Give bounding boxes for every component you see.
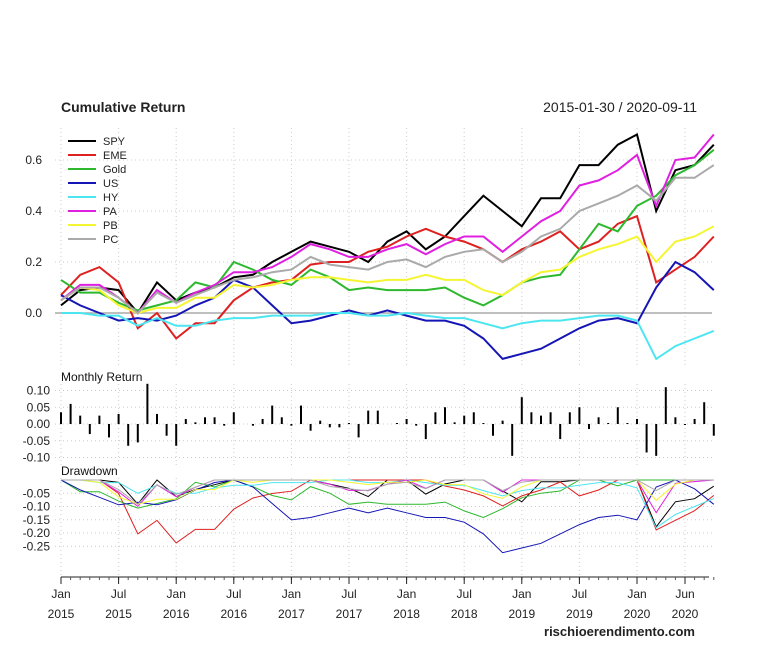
y-tick-label: 0.4 <box>25 204 42 218</box>
y-tick-label: -0.10 <box>23 451 51 465</box>
legend-label-spy: SPY <box>103 136 126 148</box>
y-tick-label: -0.10 <box>23 500 51 514</box>
legend: SPY EME Gold US HY PA PB PC <box>68 136 127 246</box>
y-tick-label: -0.05 <box>23 434 51 448</box>
x-tick-year: 2019 <box>508 607 535 621</box>
x-tick-year: 2015 <box>105 607 132 621</box>
x-tick-month: Jul <box>572 587 587 601</box>
drawdown-line-eme <box>61 479 715 544</box>
x-tick-month: Jul <box>457 587 472 601</box>
x-tick-month: Jan <box>51 587 70 601</box>
drawdown-lines <box>60 479 715 554</box>
drawdown-line-pc <box>61 479 714 505</box>
legend-label-gold: Gold <box>103 164 126 176</box>
x-tick-month: Jan <box>627 587 646 601</box>
drawdown-title: Drawdown <box>61 464 118 478</box>
monthly-bars <box>60 383 715 456</box>
legend-label-pb: PB <box>103 220 118 232</box>
y-tick-label: 0.0 <box>25 306 42 320</box>
x-tick-month: Jul <box>226 587 241 601</box>
y-tick-label: -0.20 <box>23 526 51 540</box>
drawdown-line-gold <box>60 479 714 519</box>
series-line-eme <box>60 214 715 340</box>
x-tick-year: 2020 <box>672 607 699 621</box>
x-tick-month: Jul <box>111 587 126 601</box>
x-tick-month: Jan <box>397 587 416 601</box>
x-tick-year: 2016 <box>163 607 190 621</box>
y-tick-label: 0.6 <box>25 153 42 167</box>
x-tick-month: Jul <box>341 587 356 601</box>
gridlines <box>55 128 712 575</box>
x-tick-year: 2017 <box>336 607 363 621</box>
x-tick-year: 2018 <box>451 607 478 621</box>
legend-label-pa: PA <box>103 206 118 218</box>
legend-label-pc: PC <box>103 234 118 246</box>
x-tick-year: 2020 <box>624 607 651 621</box>
date-range: 2015-01-30 / 2020-09-11 <box>543 99 697 115</box>
legend-label-eme: EME <box>103 150 127 162</box>
x-tick-month: Jan <box>512 587 531 601</box>
x-tick-year: 2018 <box>393 607 420 621</box>
cumulative-return-title: Cumulative Return <box>61 99 185 115</box>
series-line-gold <box>60 149 715 312</box>
y-tick-label: -0.25 <box>23 539 51 553</box>
y-tick-label: -0.05 <box>23 486 51 500</box>
x-tick-year: 2017 <box>278 607 305 621</box>
monthly-return-title: Monthly Return <box>61 370 142 384</box>
y-tick-label: -0.15 <box>23 513 51 527</box>
series-line-pb <box>60 225 715 315</box>
series-line-spy <box>60 133 715 315</box>
legend-label-hy: HY <box>103 192 119 204</box>
legend-label-us: US <box>103 178 118 190</box>
drawdown-line-pb <box>61 479 714 505</box>
y-tick-labels: 0.00.20.40.60.100.050.00-0.05-0.10-0.05-… <box>23 153 51 553</box>
x-axis: Jan 2015 Jul 2015 Jan 2016 Jul 2016 Jan 2017 Jul 20… <box>48 576 715 621</box>
x-tick-year: 2015 <box>48 607 75 621</box>
cumulative-lines <box>60 133 715 361</box>
y-tick-label: 0.10 <box>27 384 51 398</box>
x-tick-month: Jun <box>675 587 694 601</box>
x-tick-month: Jan <box>167 587 186 601</box>
x-tick-year: 2019 <box>566 607 593 621</box>
series-line-pc <box>60 164 715 315</box>
y-tick-label: 0.05 <box>27 400 51 414</box>
y-tick-label: 0.00 <box>27 417 51 431</box>
drawdown-line-us <box>60 479 715 554</box>
series-line-pa <box>60 133 715 315</box>
series-line-hy <box>61 311 715 361</box>
series-line-us <box>60 260 715 361</box>
x-tick-year: 2016 <box>220 607 247 621</box>
x-tick-month: Jan <box>282 587 301 601</box>
watermark: rischioerendimento.com <box>544 624 695 639</box>
y-tick-label: 0.2 <box>25 255 42 269</box>
